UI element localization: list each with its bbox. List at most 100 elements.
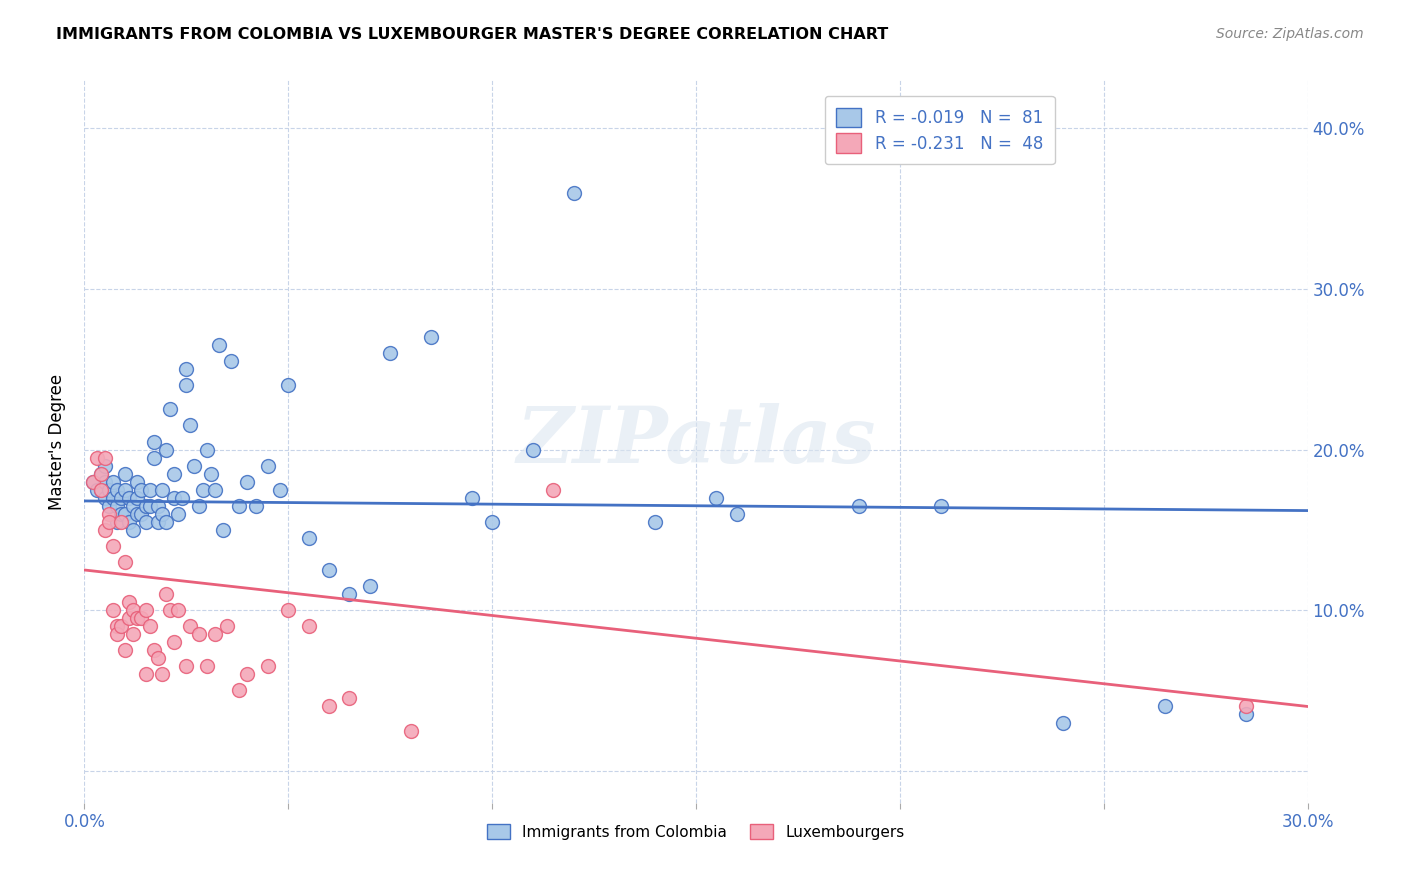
Point xyxy=(118,595,141,609)
Point xyxy=(706,491,728,505)
Point xyxy=(118,515,141,529)
Point xyxy=(127,491,149,505)
Point xyxy=(228,683,250,698)
Point xyxy=(122,627,145,641)
Point xyxy=(644,515,666,529)
Point xyxy=(543,483,565,497)
Point xyxy=(135,499,157,513)
Point xyxy=(269,483,291,497)
Point xyxy=(114,507,136,521)
Point xyxy=(172,491,194,505)
Point xyxy=(122,523,145,537)
Point xyxy=(725,507,748,521)
Point xyxy=(131,611,153,625)
Point xyxy=(90,467,112,481)
Point xyxy=(848,499,870,513)
Point xyxy=(110,515,132,529)
Point xyxy=(318,699,340,714)
Point xyxy=(110,619,132,633)
Point xyxy=(187,499,209,513)
Point xyxy=(131,507,153,521)
Point xyxy=(97,507,120,521)
Point xyxy=(187,627,209,641)
Point xyxy=(82,475,104,489)
Point xyxy=(183,458,205,473)
Legend: Immigrants from Colombia, Luxembourgers: Immigrants from Colombia, Luxembourgers xyxy=(481,818,911,846)
Point xyxy=(97,499,120,513)
Point xyxy=(135,667,157,681)
Point xyxy=(481,515,503,529)
Point xyxy=(105,619,128,633)
Point xyxy=(236,667,259,681)
Point xyxy=(245,499,267,513)
Point xyxy=(228,499,250,513)
Point xyxy=(110,491,132,505)
Point xyxy=(138,483,160,497)
Point xyxy=(461,491,484,505)
Point xyxy=(114,483,136,497)
Point xyxy=(142,643,165,657)
Point xyxy=(127,507,149,521)
Point xyxy=(562,186,585,200)
Point xyxy=(159,603,181,617)
Point xyxy=(399,723,422,738)
Point xyxy=(174,378,197,392)
Point xyxy=(167,507,190,521)
Point xyxy=(359,579,381,593)
Point xyxy=(191,483,214,497)
Point xyxy=(174,362,197,376)
Point xyxy=(159,402,181,417)
Point xyxy=(522,442,544,457)
Point xyxy=(200,467,222,481)
Point xyxy=(155,515,177,529)
Point xyxy=(105,483,128,497)
Point xyxy=(277,603,299,617)
Point xyxy=(179,619,201,633)
Point xyxy=(114,643,136,657)
Point xyxy=(150,667,173,681)
Y-axis label: Master's Degree: Master's Degree xyxy=(48,374,66,509)
Point xyxy=(105,627,128,641)
Point xyxy=(97,515,120,529)
Point xyxy=(179,418,201,433)
Point xyxy=(929,499,952,513)
Point xyxy=(142,434,165,449)
Point xyxy=(135,603,157,617)
Point xyxy=(236,475,259,489)
Point xyxy=(298,619,321,633)
Point xyxy=(135,515,157,529)
Point xyxy=(93,475,115,489)
Point xyxy=(138,499,160,513)
Point xyxy=(93,450,115,465)
Point xyxy=(163,635,186,649)
Point xyxy=(93,491,115,505)
Point xyxy=(257,458,280,473)
Point xyxy=(420,330,443,344)
Point xyxy=(174,659,197,673)
Point xyxy=(155,442,177,457)
Point xyxy=(277,378,299,392)
Point xyxy=(195,659,218,673)
Point xyxy=(217,619,239,633)
Point xyxy=(298,531,321,545)
Point xyxy=(163,491,186,505)
Point xyxy=(105,499,128,513)
Point xyxy=(380,346,402,360)
Point xyxy=(163,467,186,481)
Point xyxy=(114,555,136,569)
Point xyxy=(118,611,141,625)
Point xyxy=(97,483,120,497)
Point xyxy=(257,659,280,673)
Point xyxy=(90,483,112,497)
Text: Source: ZipAtlas.com: Source: ZipAtlas.com xyxy=(1216,27,1364,41)
Point xyxy=(219,354,242,368)
Point xyxy=(150,507,173,521)
Point xyxy=(150,483,173,497)
Point xyxy=(101,539,124,553)
Point xyxy=(318,563,340,577)
Point xyxy=(105,515,128,529)
Point xyxy=(114,467,136,481)
Point xyxy=(93,458,115,473)
Point xyxy=(339,587,361,601)
Point xyxy=(86,450,108,465)
